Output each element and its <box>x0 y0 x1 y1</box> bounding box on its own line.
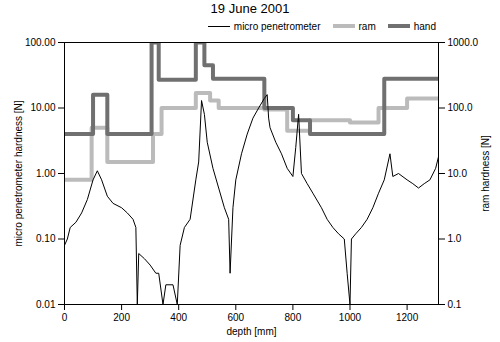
svg-text:10.0: 10.0 <box>448 168 468 179</box>
svg-text:100.00: 100.00 <box>25 37 56 48</box>
html-text:ram: ram <box>358 20 376 32</box>
svg-text:1000: 1000 <box>339 312 362 323</box>
svg-text:1000.0: 1000.0 <box>448 37 479 48</box>
svg-text:0.01: 0.01 <box>36 299 56 310</box>
svg-text:ram hardness [N]: ram hardness [N] <box>480 135 491 212</box>
svg-text:200: 200 <box>113 312 130 323</box>
svg-text:0.1: 0.1 <box>448 299 462 310</box>
svg-text:800: 800 <box>285 312 302 323</box>
svg-text:10.00: 10.00 <box>30 102 55 113</box>
svg-text:1200: 1200 <box>396 312 419 323</box>
svg-text:100.0: 100.0 <box>448 102 473 113</box>
html-text:19 June 2001: 19 June 2001 <box>210 1 290 16</box>
svg-text:depth [mm]: depth [mm] <box>226 326 276 337</box>
svg-text:1.00: 1.00 <box>36 168 56 179</box>
svg-text:400: 400 <box>170 312 187 323</box>
html-text:hand: hand <box>413 20 436 32</box>
html-text:micro penetrometer: micro penetrometer <box>233 20 321 32</box>
svg-text:0.10: 0.10 <box>36 233 56 244</box>
svg-text:0: 0 <box>62 312 68 323</box>
svg-text:micro penetrometer hardness [N: micro penetrometer hardness [N] <box>13 100 24 246</box>
svg-text:600: 600 <box>227 312 244 323</box>
svg-text:1.0: 1.0 <box>448 233 462 244</box>
